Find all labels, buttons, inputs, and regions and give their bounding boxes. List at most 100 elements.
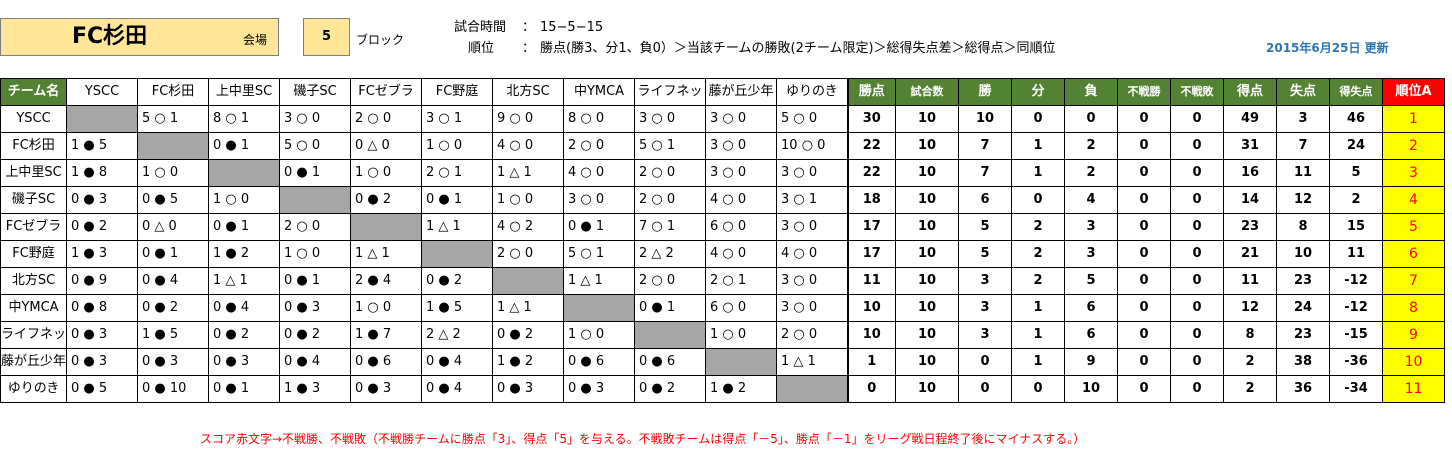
column-header-team: 磯子SC [279,78,352,106]
league-table: チーム名 YSCC FC杉田 上中里SC 磯子SC FCゼブラ FC野庭 北方SC 中YMCA… [0,78,1446,403]
column-header-stat: 得点 [1223,78,1278,106]
match-result-cell: 2 ○ 0 [634,159,707,187]
column-header-stat: 不戦敗 [1170,78,1225,106]
stat-cell: 1 [1011,132,1066,160]
match-result-cell: 1 △ 1 [776,348,849,376]
row-team-name: 藤が丘少年 [0,348,68,376]
column-header-team: FC野庭 [421,78,494,106]
stat-cell: 6 [1064,294,1119,322]
match-result-cell: 0 ● 2 [66,213,139,241]
match-result-cell: 0 ● 1 [634,294,707,322]
stat-cell: 5 [1329,159,1384,187]
match-result-cell: 0 ● 4 [137,267,210,295]
rank-cell: 8 [1382,294,1446,322]
column-header-stat: 不戦勝 [1117,78,1172,106]
self-match-cell [634,321,707,349]
match-result-cell: 3 ○ 0 [776,213,849,241]
match-result-cell: 8 ○ 1 [208,105,281,133]
stat-cell: -36 [1329,348,1384,376]
row-team-name: FC野庭 [0,240,68,268]
stat-cell: 8 [1223,321,1278,349]
match-result-cell: 4 ○ 0 [705,186,778,214]
match-result-cell: 1 ● 2 [705,375,778,403]
rank-cell: 2 [1382,132,1446,160]
match-result-cell: 0 ● 9 [66,267,139,295]
stat-cell: 0 [1117,240,1172,268]
stat-cell: 10 [895,159,960,187]
match-result-cell: 0 ● 3 [66,348,139,376]
column-header-stat: 分 [1011,78,1066,106]
match-result-cell: 2 ○ 0 [563,132,636,160]
self-match-cell [776,375,849,403]
column-header-team: FCゼブラ [350,78,423,106]
match-result-cell: 0 ● 1 [279,159,352,187]
match-time-colon: ： [522,20,536,35]
match-result-cell: 3 ○ 0 [776,159,849,187]
stat-cell: 21 [1223,240,1278,268]
stat-cell: 23 [1276,267,1331,295]
ranking-colon: ： [522,41,536,56]
rank-cell: 5 [1382,213,1446,241]
stat-cell: -15 [1329,321,1384,349]
stat-cell: 0 [1170,186,1225,214]
stat-cell: 10 [846,321,897,349]
match-result-cell: 0 ● 2 [279,321,352,349]
stat-cell: 46 [1329,105,1384,133]
match-time-value: 15−5−15 [540,20,604,35]
stat-cell: -34 [1329,375,1384,403]
match-result-cell: 7 ○ 1 [634,213,707,241]
stat-cell: 1 [846,348,897,376]
stat-cell: 3 [958,321,1013,349]
corner-header: チーム名 [0,78,68,106]
match-result-cell: 1 ○ 0 [350,159,423,187]
stat-cell: 23 [1223,213,1278,241]
match-result-cell: 2 ● 4 [350,267,423,295]
match-result-cell: 0 ● 1 [208,132,281,160]
stat-cell: 10 [958,105,1013,133]
block-label: ブロック [356,33,405,47]
stat-cell: 0 [1170,132,1225,160]
match-result-cell: 0 ● 3 [350,375,423,403]
match-result-cell: 1 ● 7 [350,321,423,349]
match-result-cell: 0 ● 2 [421,267,494,295]
stat-cell: 12 [1276,186,1331,214]
match-result-cell: 1 △ 1 [421,213,494,241]
ranking-label: 順位 [468,41,495,56]
match-result-cell: 2 ○ 0 [492,240,565,268]
column-header-team: ライフネッ [634,78,707,106]
stat-cell: 2 [1329,186,1384,214]
stat-cell: 0 [1064,105,1119,133]
title-box [0,18,279,56]
stat-cell: 0 [846,375,897,403]
column-header-team: ゆりのき [776,78,849,106]
row-team-name: FCゼブラ [0,213,68,241]
stat-cell: -12 [1329,294,1384,322]
stat-cell: 10 [895,240,960,268]
stat-cell: 3 [1276,105,1331,133]
rank-cell: 6 [1382,240,1446,268]
table-header-row: チーム名 YSCC FC杉田 上中里SC 磯子SC FCゼブラ FC野庭 北方SC 中YMCA… [0,78,1446,106]
match-result-cell: 0 ● 5 [66,375,139,403]
row-team-name: YSCC [0,105,68,133]
column-header-team: FC杉田 [137,78,210,106]
match-result-cell: 1 ○ 0 [563,321,636,349]
match-result-cell: 1 △ 1 [208,267,281,295]
stat-cell: 7 [958,159,1013,187]
match-result-cell: 3 ○ 0 [705,132,778,160]
stat-cell: 12 [1223,294,1278,322]
stat-cell: 24 [1329,132,1384,160]
stat-cell: 0 [1170,159,1225,187]
match-result-cell: 1 △ 1 [350,240,423,268]
match-result-cell: 3 ○ 0 [563,186,636,214]
stat-cell: 23 [1276,321,1331,349]
stat-cell: 0 [1117,321,1172,349]
self-match-cell [421,240,494,268]
stat-cell: 0 [1011,375,1066,403]
match-result-cell: 0 ● 3 [66,186,139,214]
match-result-cell: 1 ● 5 [66,132,139,160]
match-result-cell: 0 ● 3 [563,375,636,403]
stat-cell: 10 [1276,240,1331,268]
match-result-cell: 1 ○ 0 [137,159,210,187]
